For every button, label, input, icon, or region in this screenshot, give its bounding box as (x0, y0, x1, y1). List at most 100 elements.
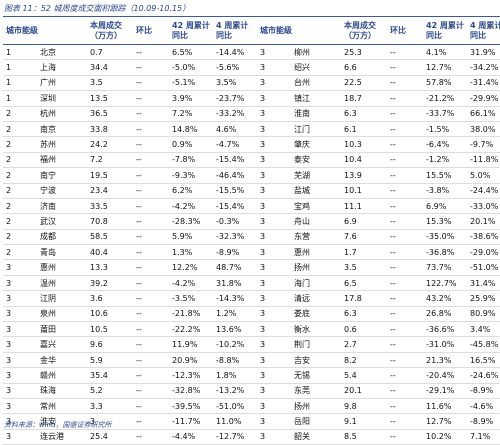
cell: 0.9% (169, 136, 213, 153)
cell: 25.3 (341, 44, 387, 61)
cell: 嘉兴 (37, 336, 87, 353)
cell: -- (133, 183, 169, 199)
cell: -33.0% (467, 198, 500, 215)
cell: 莆田 (37, 321, 87, 338)
cell: 3 (257, 352, 291, 369)
cell: 成都 (37, 229, 87, 246)
cell: 3 (257, 183, 291, 199)
cell: -15.4% (213, 152, 257, 169)
column-header: 4 周累计同比 (213, 16, 257, 45)
cell: 3 (3, 398, 37, 415)
table-row: 3 泉州 10.6 -- -21.8% 1.2% 3 娄底 6.3 -- 26.8% 80.9% (3, 306, 500, 323)
cell: 扬州 (291, 398, 341, 415)
column-header: 本周成交（万方） (87, 16, 133, 45)
cell: 18.7 (341, 90, 387, 107)
cell: 34.4 (87, 59, 133, 76)
cell: 31.4% (467, 275, 500, 292)
table: 城市能级 本周成交（万方） 环比 42 周累计同比 4 周累计同比 城市能级 本周成交（万方… (3, 16, 500, 445)
cell: -3.8% (423, 183, 467, 199)
cell: -- (133, 106, 169, 122)
header-row: 城市能级 本周成交（万方） 环比 42 周累计同比 4 周累计同比 城市能级 本周成交（万方… (3, 16, 500, 45)
cell: -11.8% (467, 152, 500, 169)
cell: -38.6% (467, 229, 500, 246)
cell: 无锡 (291, 367, 341, 384)
cell: 36.5 (87, 106, 133, 122)
cell: 35.4 (87, 367, 133, 384)
cell: 3 (257, 413, 291, 430)
cell: -24.4% (467, 183, 500, 199)
cell: -- (387, 136, 423, 153)
cell: -- (387, 167, 423, 184)
column-header: 环比 (133, 16, 169, 45)
cell: 5.9% (169, 229, 213, 246)
cell: -- (387, 229, 423, 246)
cell: -29.9% (467, 90, 500, 107)
cell: -- (133, 290, 169, 307)
cell: 80.9% (467, 306, 500, 323)
cell: 1.2% (213, 306, 257, 323)
cell: 31.9% (467, 44, 500, 61)
cell: 10.3 (341, 136, 387, 153)
cell: 9.1 (341, 413, 387, 430)
cell: -- (387, 383, 423, 399)
cell: 3 (257, 59, 291, 76)
cell: 6.2% (169, 183, 213, 199)
cell: 淮安 (37, 413, 87, 430)
cell: 57.8% (423, 75, 467, 92)
cell: 3 (257, 306, 291, 323)
cell: 南京 (37, 121, 87, 138)
cell: 1 (3, 59, 37, 76)
cell: -8.9% (467, 413, 500, 430)
cell: -- (133, 90, 169, 107)
cell: 南宁 (37, 167, 87, 184)
cell: -4.2% (169, 198, 213, 215)
cell: -23.7% (213, 90, 257, 107)
cell: 6.5 (341, 275, 387, 292)
cell: -46.4% (213, 167, 257, 184)
cell: 3 (257, 44, 291, 61)
cell: 13.3 (87, 259, 133, 276)
cell: -12.3% (169, 367, 213, 384)
cell: 1.7 (341, 244, 387, 261)
table-row: 2 成都 58.5 -- 5.9% -32.3% 3 东营 7.6 -- -35.0% -38.6% (3, 229, 500, 246)
title: 图表 11：52 城周度成交面积跟踪（10.09-10.15） (4, 4, 191, 13)
cell: 1.3% (169, 244, 213, 261)
cell: 3 (257, 383, 291, 399)
table-row: 3 赣州 35.4 -- -12.3% 1.8% 3 无锡 5.4 -- -20.4% -24.6% (3, 367, 500, 384)
cell: -34.2% (467, 59, 500, 76)
table-row: 2 武汉 70.8 -- -28.3% -0.3% 3 舟山 6.9 -- 15.3% 20.1% (3, 213, 500, 230)
cell: 10.1 (341, 183, 387, 199)
cell: -1.5% (423, 121, 467, 138)
cell: -28.3% (169, 213, 213, 230)
cell: 衡水 (291, 321, 341, 338)
cell: -33.2% (213, 106, 257, 122)
cell: 舟山 (291, 213, 341, 230)
cell: 岳阳 (291, 413, 341, 430)
cell: 66.1% (467, 106, 500, 122)
table-row: 3 珠海 5.2 -- -32.8% -13.2% 3 东莞 20.1 -- -29.1% -8.9% (3, 383, 500, 399)
cell: -- (387, 321, 423, 338)
cell: -14.3% (213, 290, 257, 307)
cell: -11.7% (169, 413, 213, 430)
cell: 11.0% (213, 413, 257, 430)
cell: -- (387, 213, 423, 230)
cell: 11.6% (423, 398, 467, 415)
cell: -39.5% (169, 398, 213, 415)
cell: 3 (3, 290, 37, 307)
table-row: 1 北京 0.7 -- 6.5% -14.4% 3 柳州 25.3 -- 4.1% 31.9% (3, 44, 500, 61)
table-row: 3 嘉兴 9.6 -- 11.9% -10.2% 3 荆门 2.7 -- -31.0% -45.8% (3, 336, 500, 353)
cell: -8.9% (213, 244, 257, 261)
cell: 2 (3, 244, 37, 261)
cell: -- (133, 336, 169, 353)
cell: 3 (257, 290, 291, 307)
cell: -13.2% (213, 383, 257, 399)
cell: 12.7% (423, 59, 467, 76)
cell: 3 (257, 198, 291, 215)
cell: -- (387, 413, 423, 430)
cell: 58.5 (87, 229, 133, 246)
cell: -24.6% (467, 367, 500, 384)
cell: 1 (3, 44, 37, 61)
cell: -51.0% (213, 398, 257, 415)
cell: 赣州 (37, 367, 87, 384)
cell: 3 (257, 336, 291, 353)
